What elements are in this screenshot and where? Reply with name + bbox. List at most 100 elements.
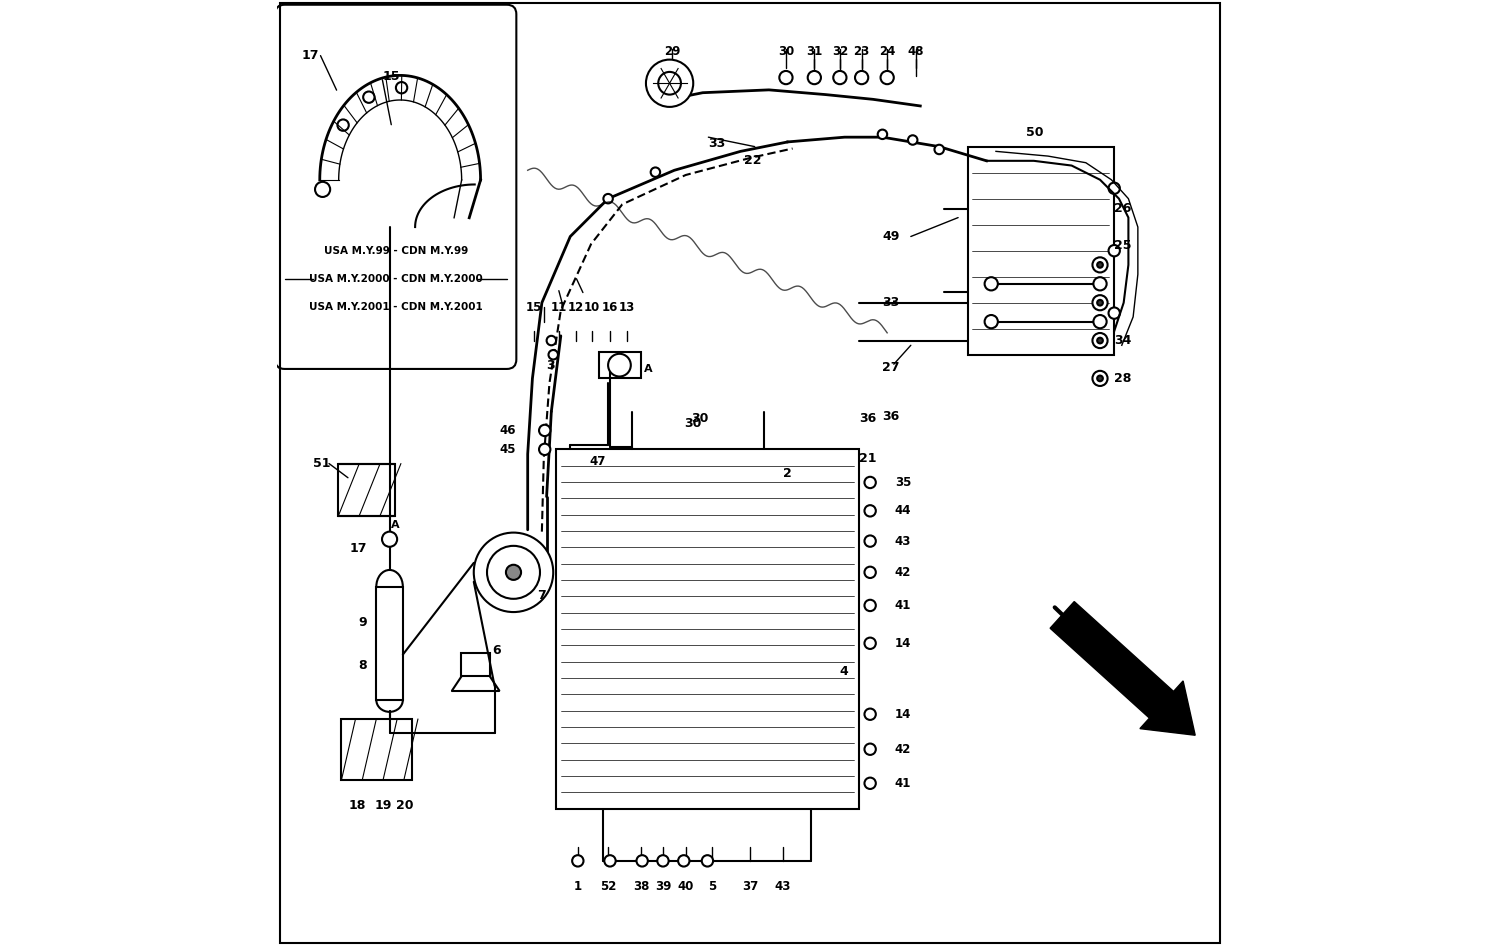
Bar <box>556 449 860 809</box>
Text: 1: 1 <box>574 880 582 893</box>
Text: 42: 42 <box>894 743 910 756</box>
Text: 15: 15 <box>382 70 400 83</box>
Text: 13: 13 <box>620 301 634 314</box>
Circle shape <box>488 546 540 599</box>
Text: 43: 43 <box>894 534 910 548</box>
Text: 39: 39 <box>656 880 670 893</box>
Circle shape <box>546 336 556 345</box>
Circle shape <box>1108 307 1120 319</box>
Circle shape <box>807 71 820 84</box>
Circle shape <box>572 855 584 867</box>
Text: 35: 35 <box>894 476 910 489</box>
Circle shape <box>651 167 660 177</box>
Circle shape <box>864 778 876 789</box>
Text: 29: 29 <box>664 45 681 59</box>
Text: 48: 48 <box>908 45 924 59</box>
Circle shape <box>984 277 998 290</box>
Bar <box>968 147 1114 355</box>
FancyArrow shape <box>1050 602 1196 735</box>
Text: 9: 9 <box>358 616 368 629</box>
Circle shape <box>1094 315 1107 328</box>
Text: 50: 50 <box>1026 126 1044 139</box>
Text: 30: 30 <box>684 417 700 430</box>
Text: A: A <box>644 364 652 374</box>
Circle shape <box>315 182 330 197</box>
Circle shape <box>702 855 712 867</box>
Circle shape <box>658 72 681 95</box>
Text: 2: 2 <box>783 466 792 480</box>
Text: 30: 30 <box>692 412 708 425</box>
Text: 33: 33 <box>708 137 726 150</box>
Text: 27: 27 <box>882 360 900 374</box>
Circle shape <box>1096 338 1102 343</box>
Text: 8: 8 <box>358 659 368 673</box>
Text: USA M.Y.2001 - CDN M.Y.2001: USA M.Y.2001 - CDN M.Y.2001 <box>309 303 483 312</box>
Text: 46: 46 <box>500 424 516 437</box>
Text: USA M.Y.2000 - CDN M.Y.2000: USA M.Y.2000 - CDN M.Y.2000 <box>309 274 483 284</box>
Text: 31: 31 <box>806 45 822 59</box>
Text: 36: 36 <box>882 410 900 423</box>
Text: 14: 14 <box>894 637 910 650</box>
Text: 47: 47 <box>590 455 606 468</box>
Text: 24: 24 <box>879 45 896 59</box>
Circle shape <box>1092 371 1107 386</box>
Circle shape <box>1096 262 1102 268</box>
Text: 22: 22 <box>744 154 762 167</box>
Text: 16: 16 <box>602 301 618 314</box>
Text: 11: 11 <box>550 301 567 314</box>
Text: 34: 34 <box>1114 334 1131 347</box>
Circle shape <box>780 71 792 84</box>
Text: A: A <box>390 520 399 531</box>
Circle shape <box>1092 295 1107 310</box>
Text: 42: 42 <box>894 566 910 579</box>
Circle shape <box>603 194 613 203</box>
Text: 3: 3 <box>546 359 555 372</box>
FancyBboxPatch shape <box>274 5 516 369</box>
Text: 37: 37 <box>742 880 758 893</box>
Circle shape <box>878 130 886 139</box>
Circle shape <box>984 315 998 328</box>
Circle shape <box>538 425 550 436</box>
Circle shape <box>338 119 350 131</box>
Bar <box>598 352 640 378</box>
Bar <box>376 587 404 700</box>
Text: USA M.Y.99 - CDN M.Y.99: USA M.Y.99 - CDN M.Y.99 <box>324 246 468 255</box>
Text: 52: 52 <box>600 880 616 893</box>
Text: 44: 44 <box>894 504 910 517</box>
Text: 5: 5 <box>708 880 717 893</box>
Circle shape <box>864 638 876 649</box>
Text: 17: 17 <box>302 49 320 62</box>
Circle shape <box>636 855 648 867</box>
Text: 7: 7 <box>537 589 546 603</box>
Text: 49: 49 <box>882 230 900 243</box>
Text: 14: 14 <box>894 708 910 721</box>
Circle shape <box>657 855 669 867</box>
Circle shape <box>864 709 876 720</box>
Circle shape <box>382 532 398 547</box>
Text: 19: 19 <box>375 799 392 813</box>
Text: 4: 4 <box>840 665 849 678</box>
Text: 20: 20 <box>396 799 414 813</box>
Text: 15: 15 <box>526 301 543 314</box>
Text: 18: 18 <box>350 799 366 813</box>
Circle shape <box>880 71 894 84</box>
Circle shape <box>678 855 690 867</box>
Text: 38: 38 <box>633 880 650 893</box>
Circle shape <box>549 350 558 359</box>
Circle shape <box>538 444 550 455</box>
Text: 36: 36 <box>859 412 876 425</box>
Circle shape <box>864 567 876 578</box>
Text: 23: 23 <box>853 45 870 59</box>
Text: 32: 32 <box>831 45 848 59</box>
Circle shape <box>608 354 631 377</box>
Text: 10: 10 <box>584 301 600 314</box>
Text: 41: 41 <box>894 599 910 612</box>
Circle shape <box>1092 333 1107 348</box>
Circle shape <box>864 600 876 611</box>
Circle shape <box>363 92 375 103</box>
Text: 28: 28 <box>1114 372 1131 385</box>
Text: 26: 26 <box>1114 201 1131 215</box>
Circle shape <box>1092 257 1107 272</box>
Bar <box>339 464 394 516</box>
Circle shape <box>604 855 615 867</box>
